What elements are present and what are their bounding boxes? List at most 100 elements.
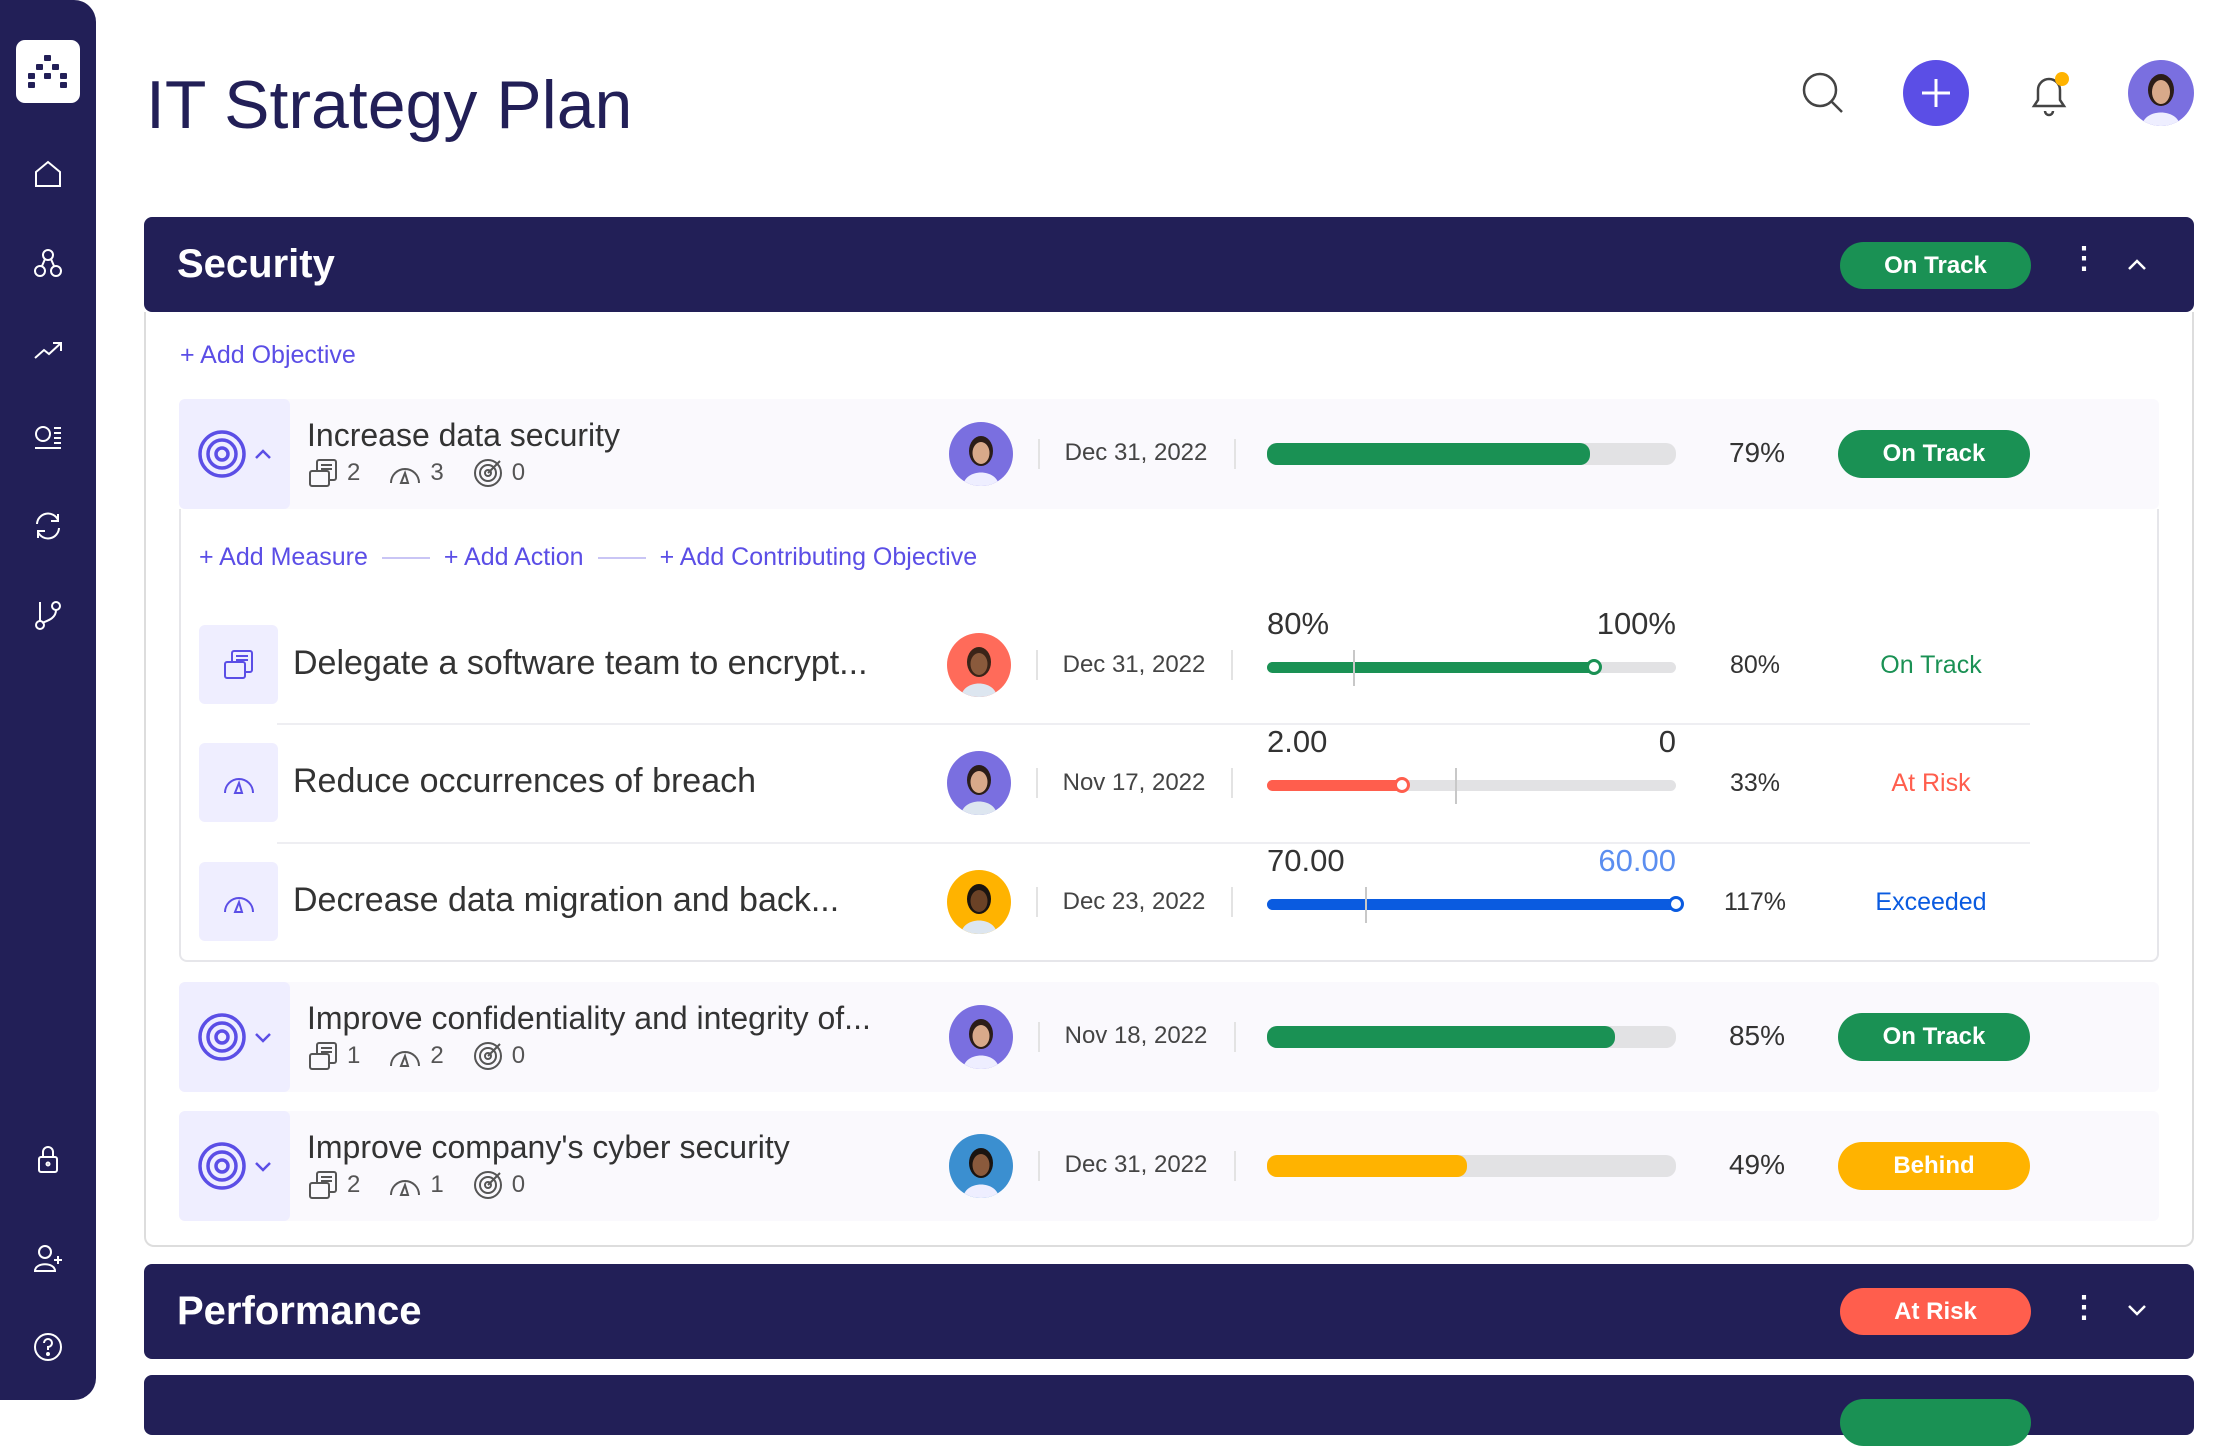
lock-icon[interactable]: [28, 1139, 68, 1179]
branch-icon[interactable]: [28, 595, 68, 635]
progress-bar: [1267, 1155, 1676, 1177]
divider: [1036, 768, 1038, 798]
trending-icon[interactable]: [28, 330, 68, 370]
more-options-icon[interactable]: ⋮: [2069, 1291, 2099, 1324]
add-objective-link[interactable]: + Add Objective: [180, 341, 356, 369]
section-header-next[interactable]: [144, 1375, 2194, 1446]
more-options-icon[interactable]: ⋮: [2069, 242, 2099, 275]
owner-avatar[interactable]: [949, 1005, 1013, 1069]
refresh-icon[interactable]: [28, 506, 68, 546]
help-icon[interactable]: [28, 1327, 68, 1367]
objective-title: Improve company's cyber security: [307, 1129, 790, 1165]
section-header-security[interactable]: Security On Track ⋮: [144, 217, 2194, 312]
owner-avatar[interactable]: [947, 870, 1011, 934]
contributing-objective-icon: [473, 1171, 502, 1199]
sidebar: [0, 0, 96, 1400]
divider: [1234, 1151, 1236, 1181]
status-text: On Track: [1880, 651, 1982, 679]
owner-avatar[interactable]: [947, 751, 1011, 815]
home-icon[interactable]: [28, 154, 68, 194]
divider: [1234, 439, 1236, 469]
progress-fill: [1267, 1026, 1615, 1048]
progress-fill: [1267, 443, 1591, 465]
measure-gauge-icon: [199, 743, 278, 822]
measure-progress-bar: [1267, 662, 1676, 673]
section-title: Performance: [177, 1289, 422, 1333]
divider: [1036, 650, 1038, 680]
divider: [1231, 768, 1233, 798]
objective-title: Improve confidentiality and integrity of…: [307, 1000, 871, 1036]
divider: [277, 842, 2030, 844]
measure-gauge-icon: [390, 468, 421, 484]
measure-count: 1: [430, 1171, 444, 1198]
list-icon[interactable]: [28, 417, 68, 457]
owner-avatar[interactable]: [947, 633, 1011, 697]
add-measure-link[interactable]: + Add Measure: [199, 543, 368, 571]
status-badge: On Track: [1838, 430, 2030, 478]
chevron-down-icon[interactable]: [2119, 1292, 2155, 1328]
divider: [1038, 1151, 1040, 1181]
divider: [1038, 1022, 1040, 1052]
section-header-performance[interactable]: Performance At Risk ⋮: [144, 1264, 2194, 1359]
action-icon: [199, 625, 278, 704]
chevron-down-icon[interactable]: [253, 1027, 273, 1047]
measure-progress-bar: [1267, 780, 1676, 791]
measure-gauge-icon: [390, 1180, 421, 1196]
add-contributing-objective-link[interactable]: + Add Contributing Objective: [659, 543, 978, 571]
progress-percent: 79%: [1728, 437, 1786, 468]
objective-count: 0: [511, 1171, 526, 1198]
objective-row[interactable]: Improve confidentiality and integrity of…: [179, 982, 2159, 1092]
divider: [1036, 887, 1038, 917]
measure-title: Decrease data migration and back...: [293, 881, 840, 919]
chevron-up-icon[interactable]: [2119, 247, 2155, 283]
measure-progress-bar: [1267, 899, 1676, 910]
logo[interactable]: [16, 40, 80, 103]
add-button[interactable]: [1903, 60, 1969, 126]
section-title: Security: [177, 242, 335, 286]
objective-target-icon: [197, 1142, 246, 1190]
action-icon: [309, 1042, 337, 1070]
status-text: Exceeded: [1875, 888, 1987, 916]
status-badge: [1840, 1399, 2031, 1446]
progress-bar: [1267, 1026, 1676, 1048]
progress-thumb: [1586, 659, 1603, 675]
measure-title: Delegate a software team to encrypt...: [293, 644, 868, 682]
action-count: 2: [347, 1171, 361, 1198]
action-icon: [309, 459, 337, 487]
measure-count: 2: [430, 1042, 444, 1069]
owner-avatar[interactable]: [949, 1134, 1013, 1198]
status-badge: On Track: [1840, 242, 2031, 289]
chevron-up-icon[interactable]: [253, 444, 273, 464]
notification-bell-icon[interactable]: [2026, 68, 2072, 118]
objective-target-icon: [197, 1013, 246, 1061]
progress-thumb: [1668, 896, 1684, 912]
section-body: [144, 312, 2194, 1247]
divider: [1231, 650, 1233, 680]
action-count: 2: [347, 459, 361, 486]
start-value: 70.00: [1267, 843, 1345, 878]
page-title: IT Strategy Plan: [146, 67, 633, 143]
due-date: Nov 18, 2022: [1064, 1022, 1208, 1049]
progress-percent: 80%: [1729, 651, 1781, 679]
status-badge: On Track: [1838, 1013, 2030, 1061]
progress-fill: [1267, 662, 1595, 673]
target-value: 100%: [1596, 606, 1676, 641]
search-icon[interactable]: [1800, 70, 1846, 116]
divider: [1038, 439, 1040, 469]
action-icon: [309, 1171, 337, 1199]
chevron-down-icon[interactable]: [253, 1156, 273, 1176]
status-badge: Behind: [1838, 1142, 2030, 1190]
logo-icon: [28, 55, 67, 88]
owner-avatar[interactable]: [949, 422, 1013, 486]
divider: [277, 723, 2030, 725]
objective-count: 0: [511, 459, 526, 486]
baseline-marker: [1352, 650, 1355, 686]
progress-percent: 49%: [1728, 1149, 1786, 1180]
add-user-icon[interactable]: [28, 1238, 68, 1278]
add-action-link[interactable]: + Add Action: [443, 543, 584, 571]
network-icon[interactable]: [28, 243, 68, 283]
objective-row[interactable]: Improve company's cyber security 2 1 0 Dec…: [179, 1111, 2159, 1221]
progress-percent: 33%: [1729, 769, 1781, 797]
user-avatar[interactable]: [2128, 60, 2194, 126]
